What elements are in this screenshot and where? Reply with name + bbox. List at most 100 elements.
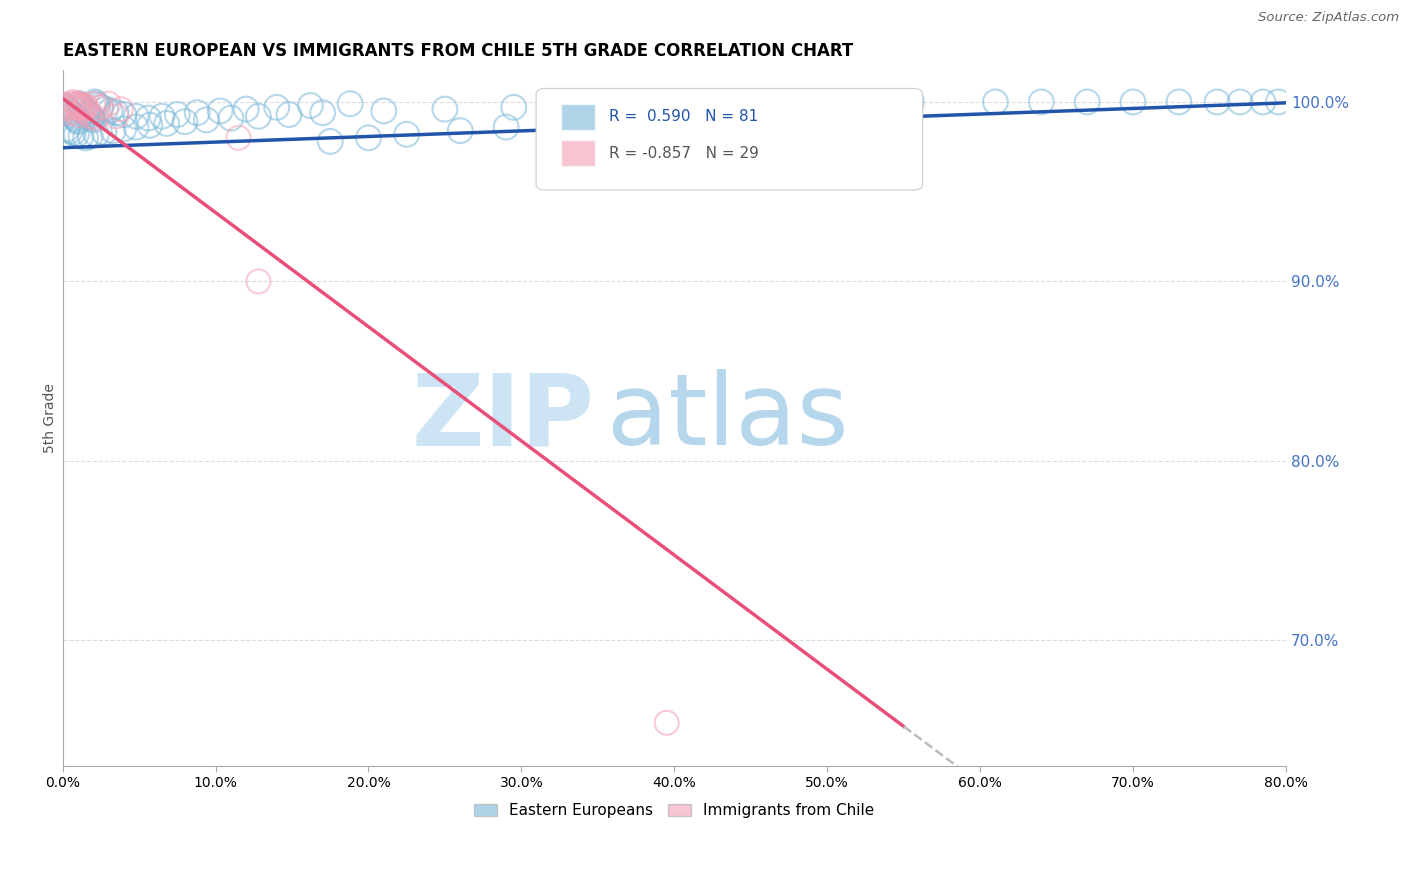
Point bbox=[139, 118, 162, 132]
Point bbox=[79, 129, 101, 144]
Point bbox=[502, 100, 524, 114]
Point bbox=[86, 96, 108, 111]
FancyBboxPatch shape bbox=[561, 103, 595, 130]
Point bbox=[55, 100, 77, 114]
Point bbox=[278, 107, 301, 121]
Point bbox=[56, 102, 79, 116]
Point bbox=[311, 105, 333, 120]
Point bbox=[60, 100, 83, 114]
Point bbox=[63, 111, 86, 125]
Point bbox=[156, 116, 179, 130]
Point bbox=[69, 96, 91, 111]
Point bbox=[70, 98, 93, 112]
Point bbox=[56, 121, 79, 136]
Y-axis label: 5th Grade: 5th Grade bbox=[44, 383, 58, 453]
Point bbox=[70, 129, 93, 144]
Point bbox=[77, 105, 100, 120]
Point bbox=[94, 102, 117, 116]
Point bbox=[65, 98, 87, 112]
Point bbox=[79, 109, 101, 123]
FancyBboxPatch shape bbox=[561, 140, 595, 167]
Point bbox=[76, 105, 98, 120]
Point bbox=[235, 102, 257, 116]
Point bbox=[110, 102, 132, 116]
Point bbox=[125, 120, 148, 134]
Point bbox=[733, 95, 755, 109]
Point bbox=[101, 123, 124, 137]
Point bbox=[247, 109, 270, 123]
Point bbox=[83, 95, 105, 109]
Point bbox=[75, 103, 97, 118]
Point bbox=[65, 112, 87, 127]
Point bbox=[373, 103, 395, 118]
Point bbox=[65, 128, 87, 142]
Point bbox=[80, 111, 103, 125]
Point bbox=[82, 112, 104, 127]
Point bbox=[77, 107, 100, 121]
Point bbox=[87, 98, 110, 112]
Point bbox=[112, 107, 135, 121]
Point bbox=[90, 100, 112, 114]
Point bbox=[900, 95, 922, 109]
Point bbox=[1267, 95, 1289, 109]
Point bbox=[395, 128, 418, 142]
Point bbox=[319, 135, 342, 149]
Point bbox=[209, 103, 232, 118]
Point bbox=[58, 105, 80, 120]
Point bbox=[186, 105, 208, 120]
Point bbox=[579, 98, 602, 112]
Point bbox=[59, 105, 82, 120]
Point bbox=[62, 95, 84, 109]
Point bbox=[808, 95, 831, 109]
Point bbox=[655, 715, 678, 730]
Point bbox=[62, 109, 84, 123]
Point bbox=[984, 95, 1007, 109]
Point bbox=[219, 111, 242, 125]
Point bbox=[82, 96, 104, 111]
Point bbox=[339, 96, 361, 111]
Point bbox=[70, 98, 93, 112]
Text: Source: ZipAtlas.com: Source: ZipAtlas.com bbox=[1258, 11, 1399, 24]
Point bbox=[136, 111, 159, 125]
Point bbox=[112, 121, 135, 136]
Point bbox=[495, 120, 517, 134]
Point bbox=[56, 102, 79, 116]
FancyBboxPatch shape bbox=[536, 88, 922, 190]
Point bbox=[105, 105, 128, 120]
Text: EASTERN EUROPEAN VS IMMIGRANTS FROM CHILE 5TH GRADE CORRELATION CHART: EASTERN EUROPEAN VS IMMIGRANTS FROM CHIL… bbox=[63, 42, 853, 60]
Point bbox=[53, 98, 76, 112]
Point bbox=[1229, 95, 1251, 109]
Point bbox=[73, 102, 96, 116]
Point bbox=[70, 103, 93, 118]
Point bbox=[66, 100, 89, 114]
Point bbox=[247, 274, 270, 288]
Point bbox=[66, 107, 89, 121]
Point bbox=[53, 98, 76, 112]
Text: R =  0.590   N = 81: R = 0.590 N = 81 bbox=[609, 110, 759, 125]
Point bbox=[195, 112, 218, 127]
Point bbox=[266, 100, 288, 114]
Point bbox=[73, 100, 96, 114]
Point bbox=[86, 128, 108, 142]
Point bbox=[357, 131, 380, 145]
Point bbox=[86, 111, 108, 125]
Point bbox=[63, 96, 86, 111]
Point bbox=[105, 109, 128, 123]
Point bbox=[98, 103, 121, 118]
Point bbox=[655, 96, 678, 111]
Point bbox=[125, 109, 148, 123]
Point bbox=[69, 96, 91, 111]
Point bbox=[449, 123, 471, 137]
Point bbox=[1167, 95, 1189, 109]
Point bbox=[1206, 95, 1229, 109]
Point bbox=[1251, 95, 1274, 109]
Point bbox=[62, 125, 84, 139]
Point bbox=[150, 109, 173, 123]
Point bbox=[75, 131, 97, 145]
Point bbox=[75, 100, 97, 114]
Point bbox=[97, 96, 120, 111]
Point bbox=[93, 125, 115, 139]
Point bbox=[55, 100, 77, 114]
Point bbox=[72, 100, 94, 114]
Point bbox=[66, 114, 89, 128]
